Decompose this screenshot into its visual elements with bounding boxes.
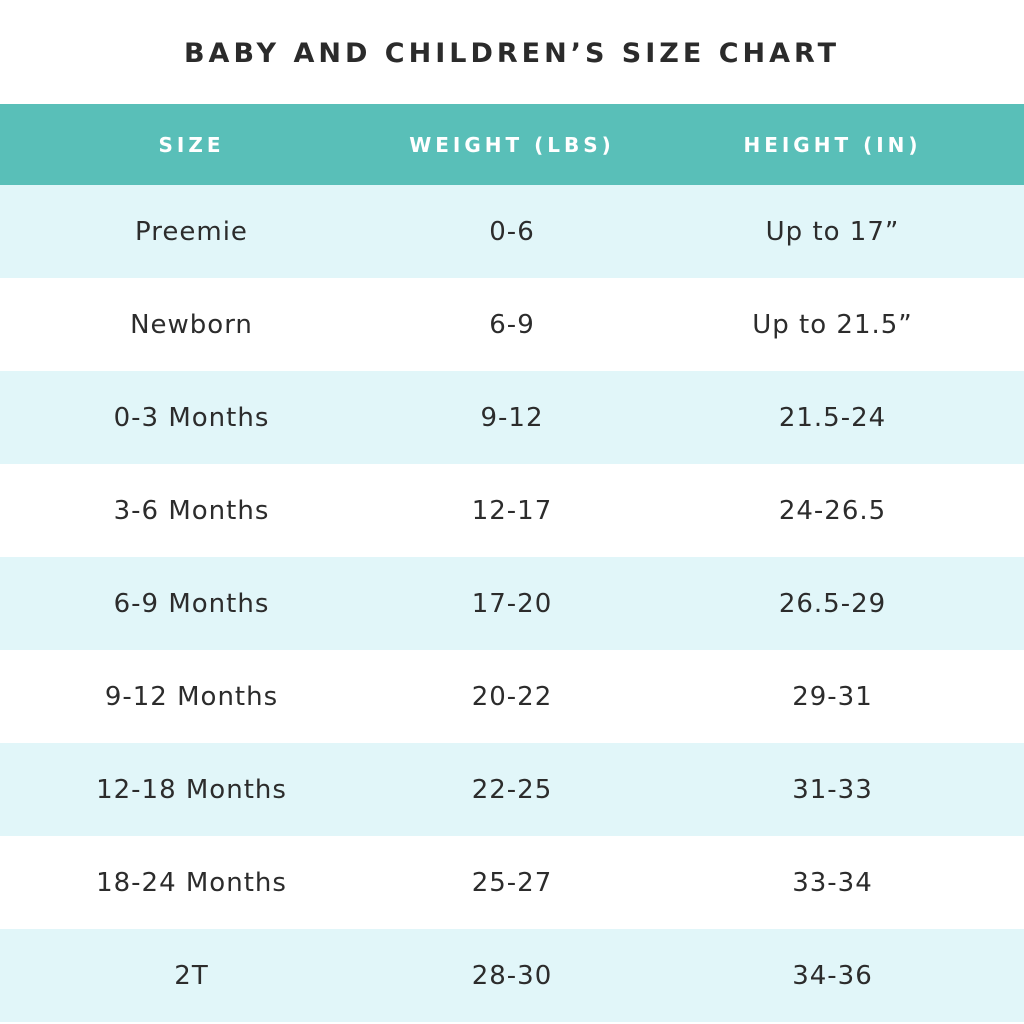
cell-height: Up to 21.5” (752, 309, 913, 340)
cell-weight: 20-22 (471, 681, 553, 712)
cell-size: 0-3 Months (113, 402, 270, 433)
table-row: 18-24 Months 25-27 33-34 (0, 836, 1024, 929)
column-header-weight: WEIGHT (LBS) (409, 132, 615, 157)
table-row: 6-9 Months 17-20 26.5-29 (0, 557, 1024, 650)
table-row: Preemie 0-6 Up to 17” (0, 185, 1024, 278)
cell-height: Up to 17” (765, 216, 900, 247)
cell-height: 24-26.5 (778, 495, 887, 526)
cell-size: Newborn (130, 309, 253, 340)
cell-size: 3-6 Months (113, 495, 270, 526)
cell-height: 26.5-29 (778, 588, 887, 619)
cell-weight: 0-6 (489, 216, 535, 247)
table-row: 0-3 Months 9-12 21.5-24 (0, 371, 1024, 464)
column-header-height: HEIGHT (IN) (743, 132, 922, 157)
cell-weight: 25-27 (471, 867, 553, 898)
table-body: Preemie 0-6 Up to 17” Newborn 6-9 Up to … (0, 185, 1024, 1022)
cell-height: 33-34 (792, 867, 873, 898)
table-row: 3-6 Months 12-17 24-26.5 (0, 464, 1024, 557)
table-header: SIZE WEIGHT (LBS) HEIGHT (IN) (0, 104, 1024, 185)
chart-title: BABY AND CHILDREN’S SIZE CHART (183, 37, 841, 69)
table-row: 2T 28-30 34-36 (0, 929, 1024, 1022)
cell-weight: 28-30 (471, 960, 553, 991)
cell-height: 34-36 (792, 960, 873, 991)
cell-weight: 9-12 (480, 402, 544, 433)
cell-size: 6-9 Months (113, 588, 270, 619)
table-row: 12-18 Months 22-25 31-33 (0, 743, 1024, 836)
size-table: SIZE WEIGHT (LBS) HEIGHT (IN) Preemie 0-… (0, 104, 1024, 1022)
header-row: SIZE WEIGHT (LBS) HEIGHT (IN) (0, 104, 1024, 185)
table-row: Newborn 6-9 Up to 21.5” (0, 278, 1024, 371)
cell-weight: 6-9 (489, 309, 535, 340)
column-header-size: SIZE (158, 132, 225, 157)
cell-size: 9-12 Months (104, 681, 279, 712)
cell-size: 18-24 Months (96, 867, 287, 898)
cell-size: Preemie (135, 216, 248, 247)
cell-weight: 17-20 (471, 588, 553, 619)
cell-size: 2T (174, 960, 209, 991)
cell-height: 29-31 (792, 681, 873, 712)
cell-weight: 12-17 (471, 495, 553, 526)
cell-height: 31-33 (792, 774, 873, 805)
cell-weight: 22-25 (471, 774, 553, 805)
cell-size: 12-18 Months (96, 774, 287, 805)
cell-height: 21.5-24 (778, 402, 887, 433)
table-row: 9-12 Months 20-22 29-31 (0, 650, 1024, 743)
